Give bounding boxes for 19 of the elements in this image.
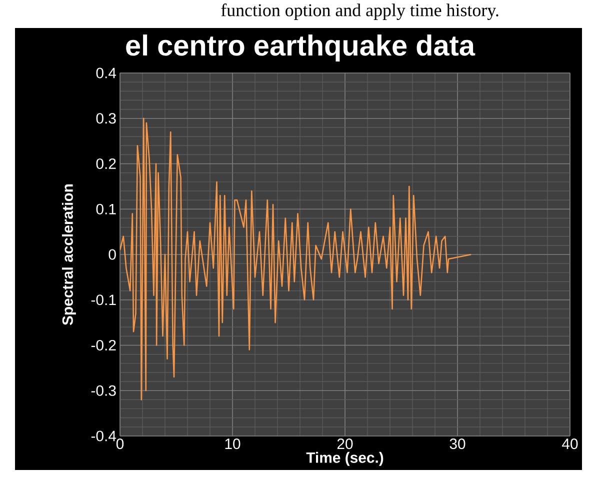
y-tick-label: 0.1	[96, 204, 116, 214]
line-series	[120, 118, 472, 400]
x-tick-label: 0	[116, 438, 124, 450]
x-tick-label: 40	[562, 438, 578, 450]
x-tick-label: 10	[225, 438, 240, 450]
chart-title: el centro earthquake data	[126, 34, 476, 62]
y-tick-label: -0.2	[91, 340, 116, 351]
y-tick-label: 0.2	[96, 158, 116, 170]
y-tick-label: 0.3	[96, 113, 116, 124]
y-tick-label: 0	[108, 249, 116, 260]
y-tick-label: 0.4	[96, 68, 116, 78]
x-tick-label: 20	[337, 438, 353, 450]
x-tick-label: 30	[450, 438, 466, 450]
y-tick-label: -0.1	[91, 294, 116, 306]
y-tick-label: -0.4	[91, 430, 116, 442]
y-axis-title: Spectral accleration	[62, 184, 76, 326]
x-axis-title: Time (sec.)	[306, 452, 384, 466]
y-tick-label: -0.3	[91, 385, 116, 396]
text: function option and apply time history.	[221, 4, 498, 20]
